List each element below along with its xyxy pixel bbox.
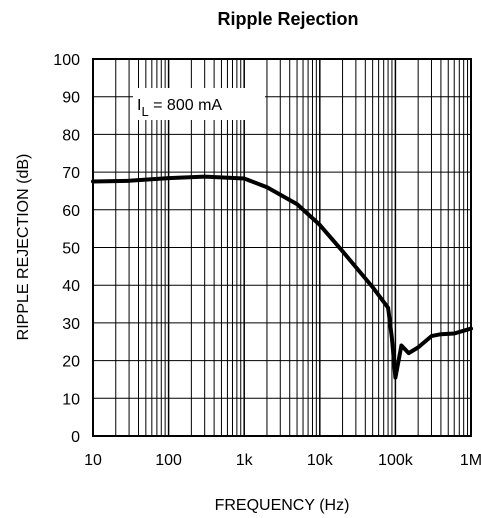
series-layer [91, 174, 473, 380]
plot-frame [92, 58, 472, 437]
y-tick-label: 90 [62, 90, 80, 107]
x-tick-label: 10 [84, 452, 102, 469]
annotation-symbol: I [137, 97, 141, 114]
annotation-label: IL = 800 mA [137, 97, 222, 119]
annotation-subscript: L [141, 104, 148, 119]
x-tick-label: 10k [307, 452, 334, 469]
y-tick-label: 10 [62, 391, 80, 408]
x-tick-label: 100k [378, 452, 414, 469]
x-tick-label: 1k [236, 452, 254, 469]
y-tick-label: 100 [53, 52, 80, 69]
series-line [91, 174, 473, 380]
x-axis-label: FREQUENCY (Hz) [215, 497, 350, 514]
y-tick-label: 70 [62, 165, 80, 182]
x-axis-ticks: 10 100 1k 10k 100k 1M [84, 452, 481, 469]
x-tick-label: 1M [460, 452, 481, 469]
y-tick-label: 30 [62, 316, 80, 333]
x-tick-label: 100 [155, 452, 182, 469]
y-tick-label: 20 [62, 354, 80, 371]
y-tick-label: 60 [62, 203, 80, 220]
y-axis-ticks: 0 10 20 30 40 50 60 70 80 90 100 [53, 52, 80, 446]
y-tick-label: 50 [62, 241, 80, 258]
chart-title: Ripple Rejection [217, 9, 358, 29]
annotation-value: = 800 mA [149, 97, 223, 114]
y-axis-label: RIPPLE REJECTION (dB) [15, 154, 32, 341]
y-tick-label: 80 [62, 127, 80, 144]
annotation: IL = 800 mA [133, 88, 265, 120]
y-tick-label: 0 [71, 429, 80, 446]
y-tick-label: 40 [62, 278, 80, 295]
annotation-background [133, 88, 265, 120]
